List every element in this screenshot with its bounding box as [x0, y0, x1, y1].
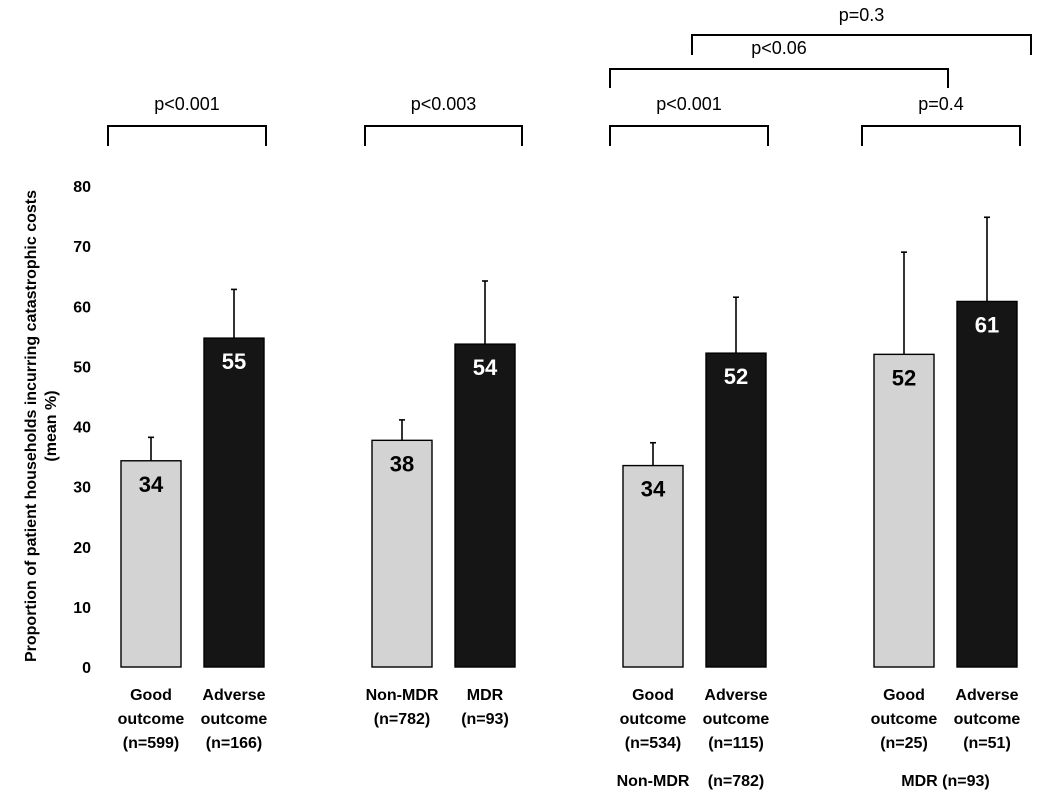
significance-bracket: [364, 125, 523, 146]
y-tick-label: 60: [73, 299, 91, 316]
category-label: Good: [130, 687, 172, 704]
category-label: (n=599): [123, 735, 179, 752]
p-value-label: p<0.06: [751, 38, 807, 58]
data-label: 52: [892, 365, 916, 390]
category-label: MDR: [467, 687, 504, 704]
significance-bracket: [691, 34, 1032, 55]
data-label: 52: [724, 364, 748, 389]
y-tick-label: 10: [73, 600, 91, 617]
significance-bracket: [609, 125, 769, 146]
category-label: outcome: [118, 711, 185, 728]
category-label: Non-MDR: [366, 687, 439, 704]
data-label: 61: [975, 312, 999, 337]
y-tick-label: 40: [73, 420, 91, 437]
bar: [454, 343, 516, 668]
significance-bracket: [609, 68, 949, 88]
category-label: outcome: [954, 711, 1021, 728]
y-axis-title-line-1: Proportion of patient households incurri…: [23, 190, 40, 662]
category-label: outcome: [201, 711, 268, 728]
bar: [203, 337, 265, 668]
bar: [120, 460, 182, 668]
y-tick-label: 30: [73, 480, 91, 497]
bar: [622, 464, 684, 668]
y-axis-title-line-2: (mean %): [43, 390, 60, 461]
data-label: 38: [390, 451, 414, 476]
category-label: outcome: [703, 711, 770, 728]
group-labels: Non-MDR (n=782) MDR (n=93): [617, 773, 990, 790]
category-label: (n=166): [206, 735, 262, 752]
p-value-label: p=0.3: [839, 5, 885, 25]
category-label: outcome: [620, 711, 687, 728]
category-label: outcome: [871, 711, 938, 728]
data-label: 34: [641, 477, 666, 502]
y-tick-label: 0: [82, 660, 91, 677]
category-label: Adverse: [202, 687, 265, 704]
y-tick-label: 50: [73, 359, 91, 376]
category-label: (n=115): [708, 735, 764, 752]
significance-brackets: p<0.001 p<0.003 p<0.001 p=0.4 p<0.06 p=0.3: [107, 5, 1032, 146]
bar: [873, 353, 935, 668]
group-label: Non-MDR: [617, 773, 690, 790]
p-value-label: p=0.4: [918, 94, 964, 114]
category-label: Good: [632, 687, 674, 704]
bar: [705, 352, 767, 668]
group-label: MDR (n=93): [901, 773, 989, 790]
p-value-label: p<0.001: [656, 94, 722, 114]
bar-series: 34 55 38 54 34 52 52 61: [120, 216, 1018, 668]
category-labels: Good outcome (n=599) Adverse outcome (n=166) N…: [118, 687, 1021, 752]
category-label: Adverse: [955, 687, 1018, 704]
y-tick-label: 70: [73, 239, 91, 256]
significance-bracket: [861, 125, 1021, 146]
group-label: (n=782): [708, 773, 764, 790]
category-label: (n=534): [625, 735, 681, 752]
y-axis: 0 10 20 30 40 50 60 70 80: [73, 179, 91, 677]
bar: [371, 439, 433, 668]
data-label: 54: [473, 355, 498, 380]
y-tick-label: 20: [73, 540, 91, 557]
category-label: Adverse: [704, 687, 767, 704]
bar: [956, 300, 1018, 668]
data-label: 34: [139, 472, 164, 497]
y-axis-title: Proportion of patient households incurri…: [23, 190, 60, 662]
p-value-label: p<0.001: [154, 94, 220, 114]
category-label: (n=51): [963, 735, 1011, 752]
data-label: 55: [222, 349, 246, 374]
significance-bracket: [107, 125, 267, 146]
category-label: (n=782): [374, 711, 430, 728]
category-label: Good: [883, 687, 925, 704]
y-tick-label: 80: [73, 179, 91, 196]
category-label: (n=93): [461, 711, 509, 728]
category-label: (n=25): [880, 735, 928, 752]
p-value-label: p<0.003: [411, 94, 477, 114]
